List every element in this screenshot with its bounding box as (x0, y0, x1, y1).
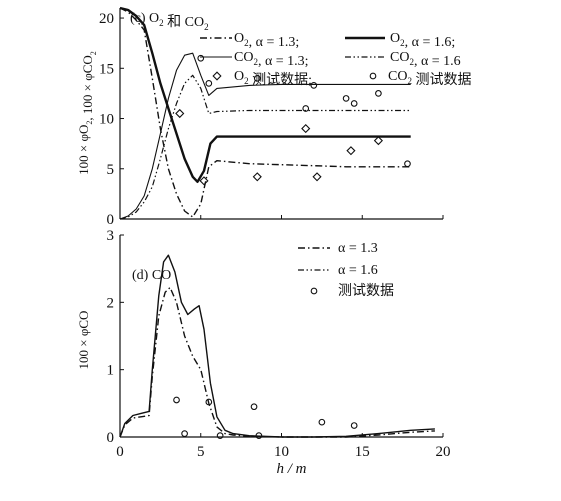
panel-c-series-5-point (404, 160, 411, 168)
panel-c-series-4-point (346, 146, 356, 156)
panel-d-legend-label: α = 1.3 (338, 241, 378, 256)
panel-c-series-1-line (119, 6, 411, 183)
panel-c-series-4-point (301, 123, 311, 134)
panel-d-legend-label: α = 1.6 (338, 263, 378, 278)
panel-c-y-tick-label: 20 (99, 11, 114, 27)
panel-d-x-tick-label: 15 (355, 444, 370, 460)
panel-d-y-label: 100 × φCO (76, 311, 91, 370)
panel-d-series-1-line (119, 286, 435, 438)
panel-c-legend-label: O2, α = 1.3; (234, 31, 299, 50)
panel-d-series-2-point (216, 432, 224, 440)
panel-c-y-tick-label: 10 (99, 112, 114, 128)
panel-d-x-tick-label: 10 (274, 444, 289, 460)
panel-c-series-5-point (253, 74, 261, 82)
panel-c-series-5-point (342, 95, 350, 102)
panel-c-legend-label: O2 测试数据; (234, 69, 312, 88)
panel-d-x-tick-label: 5 (197, 444, 205, 460)
panel-c-legend-marker (212, 71, 222, 81)
panel-d-series-0-line (119, 254, 435, 438)
panel-d-series-2-point (250, 403, 258, 411)
panel-d-series-2-point (205, 398, 213, 406)
panel-c-y-tick-label: 5 (107, 162, 115, 178)
panel-c-series-5-point (302, 105, 310, 112)
panel-c-series-5-point (197, 54, 205, 62)
panel-d-y-tick-label: 3 (107, 228, 115, 244)
panel-d-series-2-point (181, 430, 188, 437)
panel-d-legend-marker (310, 287, 318, 295)
panel-c-series-3-line (119, 74, 411, 220)
panel-c-y-tick-label: 15 (99, 61, 114, 77)
panel-c-series-2-line (119, 52, 411, 220)
panel-c-legend-label: O2, α = 1.6; (390, 31, 455, 50)
panel-c-series-4-point (373, 136, 383, 146)
panel-c-legend-label: CO2, α = 1.6 (390, 50, 461, 69)
panel-c-series-5-point (375, 90, 382, 97)
panel-d-title: (d) CO (132, 268, 171, 283)
panel-d-x-tick-label: 0 (116, 444, 124, 460)
panel-d-series-2-point (318, 418, 326, 426)
panel-d-series-2-point (350, 422, 358, 429)
panel-c-legend-marker (369, 72, 377, 80)
panel-c-legend-label: CO2 测试数据 (388, 69, 471, 88)
panel-d: 0 1 2 3 0 5 10 15 20 (d) CO 100 × φCO h / m α = 1.3 α… (76, 228, 451, 477)
panel-c-legend-label: CO2, α = 1.3; (234, 50, 309, 69)
panel-c-series-5-point (205, 80, 213, 87)
panel-c-series-5-point (310, 82, 318, 89)
panel-d-legend-label: 测试数据 (338, 283, 394, 299)
panel-d-x-tick-label: 20 (436, 444, 451, 460)
panel-d-y-tick-label: 2 (107, 295, 115, 311)
panel-d-series-2-point (173, 396, 180, 404)
panel-d-y-tick-label: 1 (107, 363, 115, 379)
panel-c-series-4-point (252, 172, 262, 182)
panel-d-series-2-point (255, 432, 263, 440)
panel-c-series-5-point (350, 100, 358, 107)
panel-d-x-label: h / m (277, 461, 307, 477)
panel-d-y-tick-label: 0 (107, 430, 115, 446)
panel-c-series-0-line (119, 7, 411, 218)
panel-c-y-label: 100 × φO2, 100 × φCO2 (76, 51, 98, 175)
panel-c-series-4-point (312, 172, 322, 182)
panel-c-series-4-point (175, 108, 185, 119)
panel-c-y-tick-label: 0 (107, 212, 115, 228)
panel-c-series-4-point (199, 176, 209, 186)
